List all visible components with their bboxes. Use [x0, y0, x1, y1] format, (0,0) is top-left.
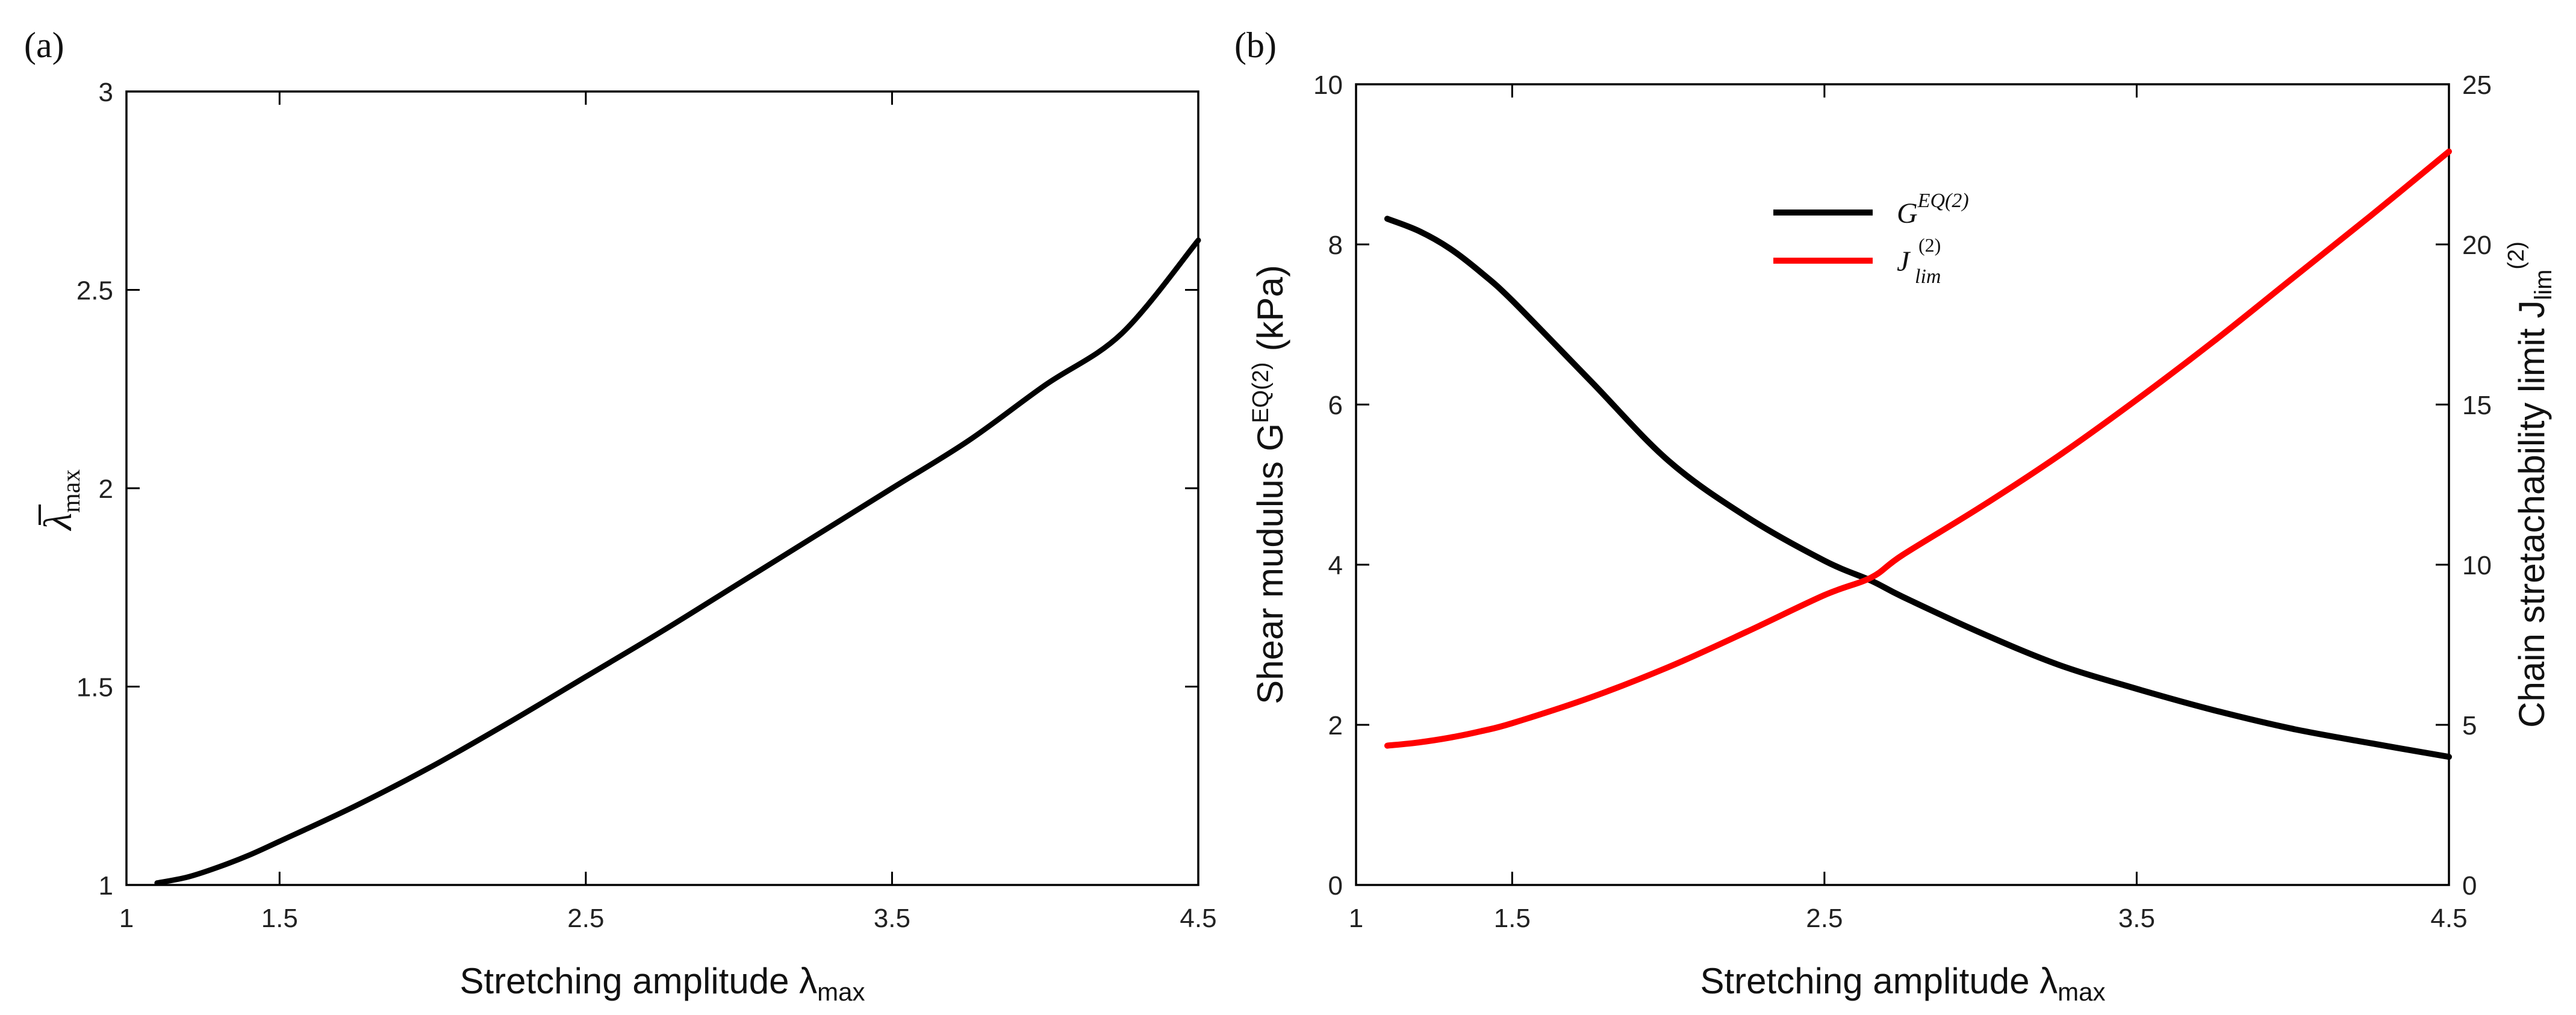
panel-a-series-line [154, 237, 1201, 886]
panel-b-left-y-label-unit: (kPa) [1250, 265, 1290, 351]
panel-b-left-y-tick-label: 4 [1328, 551, 1343, 580]
panel-b-right-y-label-sub: lim [2530, 270, 2557, 300]
svg-text:λmax: λmax [36, 470, 86, 532]
panel-b-x-axis-label: Stretching amplitude λmax [1700, 961, 2105, 1006]
panel-a-x-tick-label: 3.5 [874, 904, 910, 933]
panel-b-right-y-tick-label: 15 [2462, 391, 2492, 420]
panel-b-x-axis-label-main: Stretching amplitude λ [1700, 961, 2058, 1001]
panel-a-x-axis-label: Stretching amplitude λmax [459, 961, 865, 1006]
panel-b-right-y-tick-label: 25 [2462, 70, 2492, 100]
panel-a-x-axis-label-main: Stretching amplitude λ [459, 961, 817, 1001]
panel-a-y-axis-label-main: λ [36, 513, 80, 532]
panel-a-x-tick-label: 4.5 [1180, 904, 1216, 933]
panel-b-label: (b) [1234, 25, 1277, 65]
panel-b-left-y-axis-label: Shear mudulus GEQ(2) (kPa) [1248, 265, 1290, 704]
panel-a-y-tick-label: 1 [99, 871, 113, 901]
svg-text:Chain stretachability limit Jl: Chain stretachability limit Jlim(2) [2504, 241, 2557, 728]
legend-label-j-sup: (2) [1918, 234, 1941, 256]
panel-a-x-tick-label: 1 [119, 904, 134, 933]
panel-b-right-y-tick-label: 0 [2462, 871, 2477, 901]
panel-b-x-ticks: 1 1.5 2.5 3.5 4.5 [1349, 84, 2468, 933]
panel-b-x-tick-label: 2.5 [1806, 904, 1843, 933]
panel-a-y-tick-label: 2 [99, 474, 113, 504]
panel-b-right-y-label-main: Chain stretachability limit J [2512, 300, 2552, 728]
legend-label-g-main: G [1897, 197, 1918, 229]
legend-label-j-sub: lim [1915, 265, 1941, 288]
panel-a-x-tick-label: 2.5 [567, 904, 604, 933]
panel-b-right-y-tick-label: 20 [2462, 231, 2492, 260]
panel-b-x-axis-label-subscript: max [2058, 978, 2105, 1006]
panel-b-left-y-tick-label: 0 [1328, 871, 1343, 901]
legend-label-j: J (2) lim [1897, 234, 1941, 288]
legend-label-j-main: J [1897, 246, 1911, 278]
panel-a-plot-frame [125, 90, 1199, 886]
panel-a: (a) 1 1.5 2.5 3.5 4.5 1 1.5 2 2.5 3 Stretching a… [24, 25, 1217, 1006]
panel-b-left-y-label-sup: EQ(2) [1248, 362, 1274, 423]
panel-a-y-tick-label: 2.5 [76, 276, 113, 306]
panel-b-x-tick-label: 4.5 [2430, 904, 2467, 933]
panel-b-left-y-ticks: 0 2 4 6 8 10 [1313, 70, 1369, 901]
panel-b-x-tick-label: 3.5 [2118, 904, 2155, 933]
panel-b-right-y-axis-label: Chain stretachability limit Jlim(2) [2504, 241, 2557, 728]
panel-b-legend: GEQ(2) J (2) lim [1773, 190, 1969, 288]
panel-a-label: (a) [24, 25, 64, 65]
panel-a-y-tick-label: 1.5 [76, 673, 113, 703]
panel-b-series-g-line [1384, 216, 2452, 760]
panel-b-right-y-tick-label: 5 [2462, 711, 2477, 740]
panel-b-left-y-tick-label: 2 [1328, 711, 1343, 740]
panel-a-y-ticks: 1 1.5 2 2.5 3 [76, 78, 1198, 901]
panel-a-x-tick-label: 1.5 [261, 904, 298, 933]
panel-a-x-axis-label-subscript: max [817, 978, 865, 1006]
panel-b-plot-frame [1355, 83, 2450, 886]
panel-b-left-y-tick-label: 10 [1313, 70, 1343, 100]
panel-b-left-y-tick-label: 8 [1328, 231, 1343, 260]
panel-b-right-y-label-sup: (2) [2504, 241, 2529, 269]
panel-b-left-y-label-main: Shear mudulus G [1250, 423, 1290, 704]
panel-a-y-axis-label: λmax [36, 470, 86, 532]
panel-b-x-tick-label: 1.5 [1494, 904, 1531, 933]
panel-a-y-axis-label-subscript: max [58, 470, 86, 513]
panel-b-left-y-tick-label: 6 [1328, 391, 1343, 420]
legend-label-g: GEQ(2) [1897, 190, 1969, 229]
panel-b-right-y-ticks: 0 5 10 15 20 25 [2436, 70, 2492, 901]
panel-a-x-ticks: 1 1.5 2.5 3.5 4.5 [119, 92, 1217, 933]
panel-b-x-tick-label: 1 [1349, 904, 1363, 933]
legend-label-g-sup: EQ(2) [1917, 190, 1969, 212]
panel-a-y-tick-label: 3 [99, 78, 113, 107]
panel-b-right-y-tick-label: 10 [2462, 551, 2492, 580]
svg-text:Shear mudulus GEQ(2)(kPa): Shear mudulus GEQ(2) (kPa) [1248, 265, 1290, 704]
panel-b-series-j-line [1384, 148, 2452, 749]
